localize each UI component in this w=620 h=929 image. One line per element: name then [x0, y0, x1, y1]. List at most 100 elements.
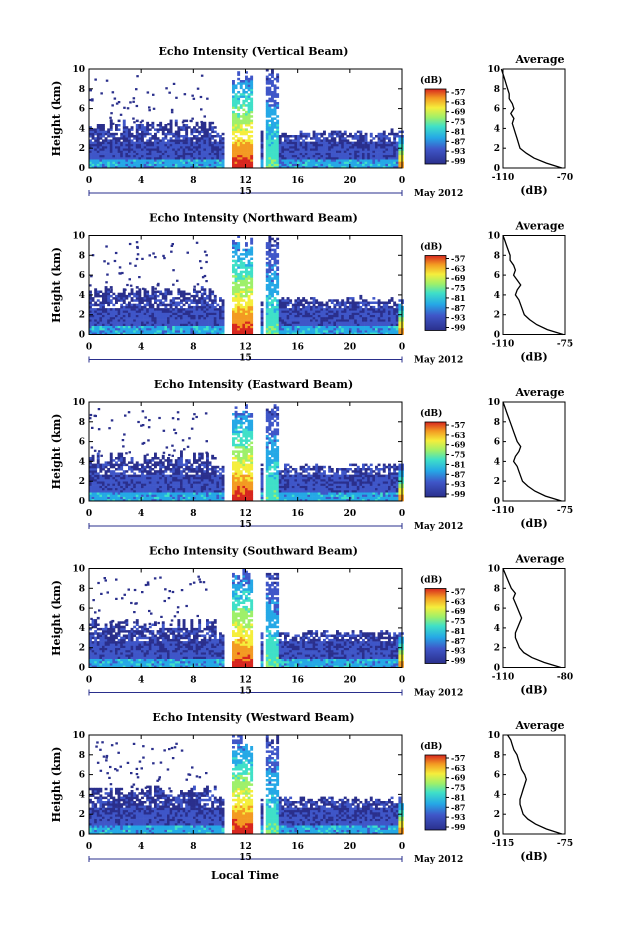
average-x-axis-label: (dB)	[520, 850, 547, 863]
colorbar-tick-label: -87	[451, 636, 465, 646]
colorbar-tick-label: -99	[451, 156, 466, 166]
y-tick-label: 2	[79, 644, 85, 654]
month-year-label: May 2012	[414, 855, 463, 865]
colorbar-tick-label: -57	[451, 587, 465, 597]
y-tick-label: 10	[72, 65, 85, 75]
y-tick-label: 10	[72, 731, 85, 741]
average-frame	[502, 401, 566, 502]
average-y-tick-label: 8	[494, 584, 500, 594]
y-tick-label: 6	[79, 438, 85, 448]
y-axis-label: Height (km)	[50, 747, 63, 823]
average-x-tick-label: -110	[492, 506, 515, 516]
x-tick-label: 20	[344, 176, 357, 186]
average-y-tick-label: 2	[494, 644, 500, 654]
y-tick-label: 8	[79, 418, 85, 428]
average-y-tick-label: 4	[494, 790, 500, 800]
x-tick-label: 12	[239, 176, 252, 186]
average-y-tick-label: 8	[494, 418, 500, 428]
heatmap-cells	[89, 69, 404, 169]
average-y-tick-label: 8	[494, 85, 500, 95]
average-y-tick-label: 2	[494, 477, 500, 487]
average-x-tick-label: -75	[557, 340, 573, 350]
average-frame	[502, 235, 566, 335]
y-tick-label: 6	[79, 271, 85, 281]
beam-panel-1: Echo Intensity (Vertical Beam) 0 2 4 6 8 10 0 4 8…	[50, 45, 573, 199]
x-tick-label: 4	[138, 842, 144, 852]
colorbar-tick-label: -81	[451, 626, 465, 636]
panel-title: Echo Intensity (Southward Beam)	[149, 545, 358, 558]
x-tick-label: 4	[138, 343, 144, 353]
average-y-tick-label: 6	[494, 771, 500, 781]
y-tick-label: 6	[79, 771, 85, 781]
colorbar-tick-label: -69	[451, 606, 466, 616]
x-tick-label: 8	[190, 842, 196, 852]
average-y-tick-label: 10	[487, 731, 500, 741]
colorbar-tick-label: -81	[451, 459, 465, 469]
x-tick-label: 0	[399, 676, 405, 686]
colorbar-tick-label: -99	[451, 822, 466, 832]
average-y-tick-label: 6	[494, 438, 500, 448]
day-label: 15	[239, 687, 252, 697]
colorbar-tick-label: -69	[451, 773, 466, 783]
panel-title: Echo Intensity (Eastward Beam)	[154, 378, 353, 391]
colorbar-tick-label: -57	[451, 753, 465, 763]
average-y-tick-label: 10	[487, 398, 500, 408]
beam-panel-3: Echo Intensity (Eastward Beam) 0 2 4 6 8 10 0 4 8…	[50, 378, 573, 532]
x-tick-label: 0	[399, 509, 405, 519]
colorbar-tick-label: -69	[451, 107, 466, 117]
y-axis-label: Height (km)	[50, 247, 63, 323]
colorbar-tick-label: -63	[451, 430, 466, 440]
colorbar-tick-label: -93	[451, 479, 466, 489]
y-tick-label: 2	[79, 144, 85, 154]
month-year-label: May 2012	[414, 356, 463, 366]
colorbar	[424, 255, 447, 331]
x-tick-label: 20	[344, 343, 357, 353]
colorbar	[424, 754, 447, 831]
average-title: Average	[514, 719, 564, 732]
colorbar-tick-label: -93	[451, 646, 466, 656]
average-title: Average	[514, 220, 564, 233]
x-tick-label: 0	[86, 842, 92, 852]
x-tick-label: 20	[344, 842, 357, 852]
x-tick-label: 8	[190, 676, 196, 686]
x-tick-label: 0	[86, 509, 92, 519]
colorbar-tick-label: -99	[451, 489, 466, 499]
y-tick-label: 4	[79, 457, 85, 467]
colorbar-tick-label: -75	[451, 117, 465, 127]
month-year-label: May 2012	[414, 189, 463, 199]
average-y-tick-label: 0	[494, 830, 500, 840]
day-label: 15	[239, 354, 252, 364]
x-tick-label: 0	[399, 842, 405, 852]
colorbar-tick-label: -69	[451, 273, 466, 283]
average-x-tick-label: -110	[492, 340, 515, 350]
average-profile-line	[500, 68, 563, 169]
average-y-tick-label: 0	[494, 497, 500, 507]
colorbar-tick-label: -57	[451, 254, 465, 264]
colorbar-tick-label: -93	[451, 146, 466, 156]
y-tick-label: 10	[72, 398, 85, 408]
colorbar-tick-label: -57	[451, 87, 465, 97]
heatmap-cells	[89, 235, 404, 335]
colorbar-tick-label: -99	[451, 656, 466, 666]
average-frame	[502, 734, 566, 835]
average-title: Average	[514, 53, 564, 66]
colorbar-tick-label: -81	[451, 792, 465, 802]
colorbar-unit: (dB)	[420, 408, 442, 419]
average-y-tick-label: 6	[494, 271, 500, 281]
average-y-tick-label: 8	[494, 751, 500, 761]
y-tick-label: 0	[79, 497, 85, 507]
average-y-tick-label: 0	[494, 164, 500, 174]
day-label: 15	[239, 187, 252, 197]
colorbar-tick-label: -75	[451, 616, 465, 626]
colorbar-tick-label: -57	[451, 420, 465, 430]
average-y-tick-label: 4	[494, 457, 500, 467]
colorbar-tick-label: -99	[451, 323, 466, 333]
y-tick-label: 0	[79, 331, 85, 341]
panel-title: Echo Intensity (Northward Beam)	[149, 212, 358, 225]
y-tick-label: 4	[79, 291, 85, 301]
y-tick-label: 0	[79, 830, 85, 840]
y-tick-label: 2	[79, 477, 85, 487]
x-tick-label: 4	[138, 676, 144, 686]
average-y-tick-label: 10	[487, 565, 500, 575]
